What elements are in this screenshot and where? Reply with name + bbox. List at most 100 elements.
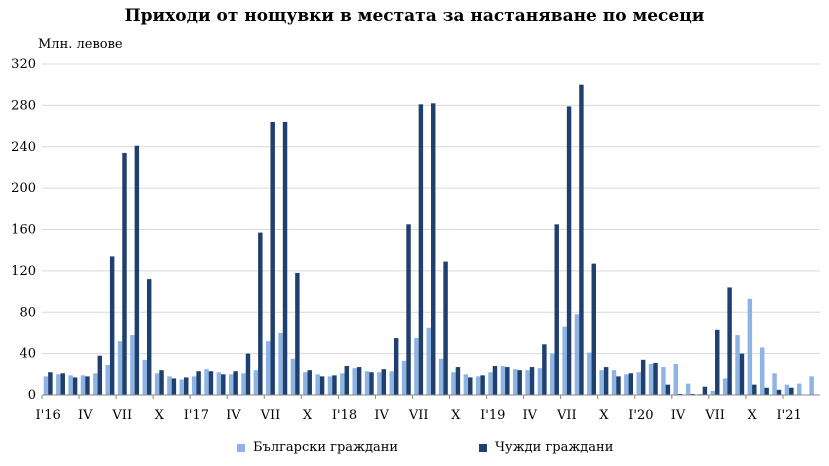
- bar-bulgarian: [759, 347, 765, 395]
- x-tick-label: IV: [523, 408, 538, 423]
- bar-bulgarian: [513, 369, 518, 395]
- x-axis-ticks: I'16 IV VII X I'17 IV VII X I'18 IV VII X I'19 IV VII X…: [36, 395, 802, 423]
- bar-foreign: [764, 387, 769, 395]
- bar-foreign: [381, 369, 387, 395]
- bar-foreign: [184, 377, 189, 395]
- bar-foreign: [233, 371, 238, 395]
- bar-foreign: [517, 370, 522, 395]
- bar-bulgarian: [710, 390, 716, 395]
- bar-bulgarian: [587, 352, 592, 395]
- bar-foreign: [319, 376, 325, 395]
- bar-foreign: [752, 384, 757, 395]
- x-tick-label: I'17: [184, 408, 209, 423]
- bar-bulgarian: [290, 358, 296, 395]
- legend-swatch-foreign: [479, 443, 487, 452]
- bar-foreign: [406, 224, 411, 395]
- bar-bulgarian: [722, 378, 728, 395]
- bar-bulgarian: [364, 371, 370, 395]
- bar-foreign: [789, 387, 794, 395]
- x-tick-label: VII: [556, 408, 577, 423]
- bar-bulgarian: [772, 373, 777, 395]
- bar-foreign: [134, 145, 140, 395]
- bar-bulgarian: [191, 376, 197, 395]
- bar-foreign: [122, 152, 127, 395]
- bar-bulgarian: [204, 369, 209, 395]
- bar-foreign: [221, 374, 226, 395]
- bar-foreign: [146, 279, 152, 395]
- bar-bulgarian: [142, 359, 147, 395]
- y-tick-label: 240: [11, 140, 36, 155]
- x-tick-label: X: [303, 408, 313, 423]
- bar-bulgarian: [562, 326, 567, 395]
- bar-foreign: [739, 353, 745, 396]
- bars: [43, 84, 814, 396]
- bar-foreign: [97, 355, 103, 395]
- bar-foreign: [48, 372, 53, 395]
- bar-bulgarian: [68, 375, 73, 395]
- bar-foreign: [702, 386, 708, 395]
- bar-foreign: [85, 376, 90, 395]
- bar-bulgarian: [266, 341, 271, 395]
- y-tick-label: 80: [19, 305, 36, 320]
- bar-bulgarian: [327, 376, 333, 395]
- bar-foreign: [566, 106, 572, 395]
- legend-item-foreign: Чужди граждани: [479, 440, 613, 455]
- bar-bulgarian: [315, 374, 320, 395]
- x-tick-label: IV: [671, 408, 686, 423]
- bar-foreign: [554, 224, 559, 395]
- legend-label-foreign: Чужди граждани: [495, 440, 614, 455]
- bar-foreign: [480, 375, 485, 395]
- x-tick-label: IV: [78, 408, 93, 423]
- y-tick-label: 40: [19, 347, 36, 362]
- x-tick-label: VII: [704, 408, 725, 423]
- bar-bulgarian: [735, 335, 740, 395]
- bar-bulgarian: [43, 376, 49, 395]
- bar-foreign: [455, 367, 461, 395]
- bar-foreign: [776, 389, 782, 395]
- bar-bulgarian: [500, 366, 506, 395]
- bar-foreign: [171, 378, 177, 395]
- bar-bulgarian: [537, 368, 543, 395]
- bar-foreign: [307, 370, 312, 395]
- bar-bulgarian: [685, 383, 691, 395]
- y-axis-ticks: 0 40 80 120 160 200 240 280 320: [11, 57, 36, 403]
- bar-bulgarian: [93, 373, 98, 395]
- bar-foreign: [431, 103, 436, 395]
- x-tick-label: VII: [111, 408, 132, 423]
- bar-foreign: [270, 121, 275, 396]
- bar-bulgarian: [401, 360, 407, 395]
- y-tick-label: 160: [11, 223, 36, 238]
- y-tick-label: 280: [11, 98, 36, 113]
- bar-bulgarian: [438, 358, 444, 395]
- x-tick-label: VII: [408, 408, 429, 423]
- x-tick-label: X: [599, 408, 609, 423]
- y-tick-label: 320: [11, 57, 36, 72]
- x-tick-label: IV: [226, 408, 241, 423]
- legend-label-bulgarian: Български граждани: [253, 440, 399, 455]
- bar-foreign: [443, 261, 448, 395]
- bar-foreign: [295, 272, 300, 395]
- bar-bulgarian: [154, 373, 160, 395]
- bar-foreign: [715, 329, 720, 395]
- bar-bulgarian: [167, 376, 172, 395]
- bar-foreign: [677, 393, 683, 395]
- bar-foreign: [579, 84, 584, 395]
- bar-bulgarian: [488, 372, 493, 395]
- bar-bulgarian: [698, 393, 703, 395]
- bar-foreign: [282, 121, 288, 396]
- x-tick-label: IV: [374, 408, 389, 423]
- y-tick-label: 200: [11, 181, 36, 196]
- chart-title: Приходи от нощувки в местата за настаняв…: [124, 6, 705, 26]
- bar-foreign: [72, 377, 78, 395]
- bar-bulgarian: [611, 370, 617, 395]
- bar-bulgarian: [636, 372, 641, 395]
- bar-bulgarian: [303, 372, 308, 395]
- bar-bulgarian: [377, 372, 382, 395]
- bar-foreign: [542, 344, 547, 395]
- bar-foreign: [529, 367, 535, 395]
- bar-bulgarian: [475, 376, 481, 395]
- bar-bulgarian: [56, 374, 61, 395]
- bar-bulgarian: [784, 384, 790, 395]
- bar-bulgarian: [673, 363, 678, 395]
